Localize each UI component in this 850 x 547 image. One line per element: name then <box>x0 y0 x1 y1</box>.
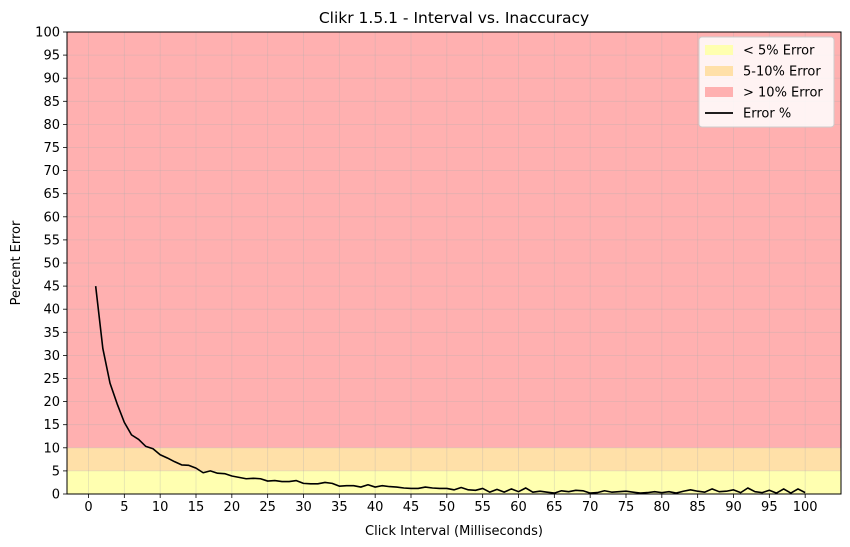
x-tick-label-16: 80 <box>654 500 671 515</box>
x-tick-label-4: 20 <box>224 500 241 515</box>
legend-swatch-1 <box>705 66 733 76</box>
x-tick-label-8: 40 <box>367 500 384 515</box>
x-tick-label-12: 60 <box>510 500 527 515</box>
series-line-0 <box>94 286 806 494</box>
y-tick-label-10: 50 <box>43 257 60 272</box>
x-tick-label-13: 65 <box>546 500 563 515</box>
y-tick-label-5: 25 <box>43 372 60 387</box>
x-tick-label-0: 0 <box>84 500 92 515</box>
x-tick-label-20: 100 <box>793 500 818 515</box>
y-tick-label-17: 85 <box>43 95 60 110</box>
x-tick-label-15: 75 <box>618 500 635 515</box>
x-tick-label-7: 35 <box>331 500 348 515</box>
y-tick-label-4: 20 <box>43 395 60 410</box>
x-tick-label-17: 85 <box>689 500 706 515</box>
band-1 <box>67 447 841 471</box>
y-tick-label-3: 15 <box>43 418 60 433</box>
x-tick-label-18: 90 <box>725 500 742 515</box>
y-tick-label-20: 100 <box>35 26 60 41</box>
y-axis: 0 5 10 15 20 25 30 35 40 45 50 55 60 65 70 75 80 85 90 95 10… <box>35 26 67 503</box>
y-tick-label-15: 75 <box>43 141 60 156</box>
x-tick-label-9: 45 <box>403 500 420 515</box>
legend-label-3: Error % <box>743 107 791 122</box>
x-axis-label: Click Interval (Milliseconds) <box>365 524 543 539</box>
y-tick-label-7: 35 <box>43 326 60 341</box>
x-tick-label-19: 95 <box>761 500 778 515</box>
y-tick-label-2: 10 <box>43 441 60 456</box>
x-tick-label-6: 30 <box>295 500 312 515</box>
legend-label-1: 5-10% Error <box>743 65 821 80</box>
y-tick-label-8: 40 <box>43 303 60 318</box>
x-tick-label-14: 70 <box>582 500 599 515</box>
legend-label-0: < 5% Error <box>743 44 815 59</box>
x-tick-label-1: 5 <box>120 500 128 515</box>
chart-title: Clikr 1.5.1 - Interval vs. Inaccuracy <box>319 9 589 27</box>
legend-label-2: > 10% Error <box>743 86 823 101</box>
x-axis: 0 5 10 15 20 25 30 35 40 45 50 55 60 65 70 75 80 85 90 95 10… <box>84 494 818 515</box>
y-tick-label-18: 90 <box>43 72 60 87</box>
y-tick-label-0: 0 <box>52 488 60 503</box>
y-tick-label-19: 95 <box>43 49 60 64</box>
x-tick-label-2: 10 <box>152 500 169 515</box>
legend: < 5% Error 5-10% Error > 10% Error Error % <box>698 36 835 128</box>
legend-swatch-2 <box>705 87 733 97</box>
y-tick-label-9: 45 <box>43 280 60 295</box>
x-tick-label-3: 15 <box>188 500 205 515</box>
y-tick-label-16: 80 <box>43 118 60 133</box>
x-tick-label-10: 50 <box>439 500 456 515</box>
x-tick-label-11: 55 <box>474 500 491 515</box>
x-tick-label-5: 25 <box>259 500 276 515</box>
band-0 <box>67 470 841 494</box>
y-axis-label: Percent Error <box>9 220 24 305</box>
y-tick-label-1: 5 <box>52 464 60 479</box>
y-tick-label-13: 65 <box>43 187 60 202</box>
series-layer <box>94 286 806 494</box>
legend-box <box>698 36 835 128</box>
y-tick-label-6: 30 <box>43 349 60 364</box>
y-tick-label-14: 70 <box>43 164 60 179</box>
y-tick-label-12: 60 <box>43 210 60 225</box>
y-tick-label-11: 55 <box>43 233 60 248</box>
legend-swatch-0 <box>705 45 733 55</box>
